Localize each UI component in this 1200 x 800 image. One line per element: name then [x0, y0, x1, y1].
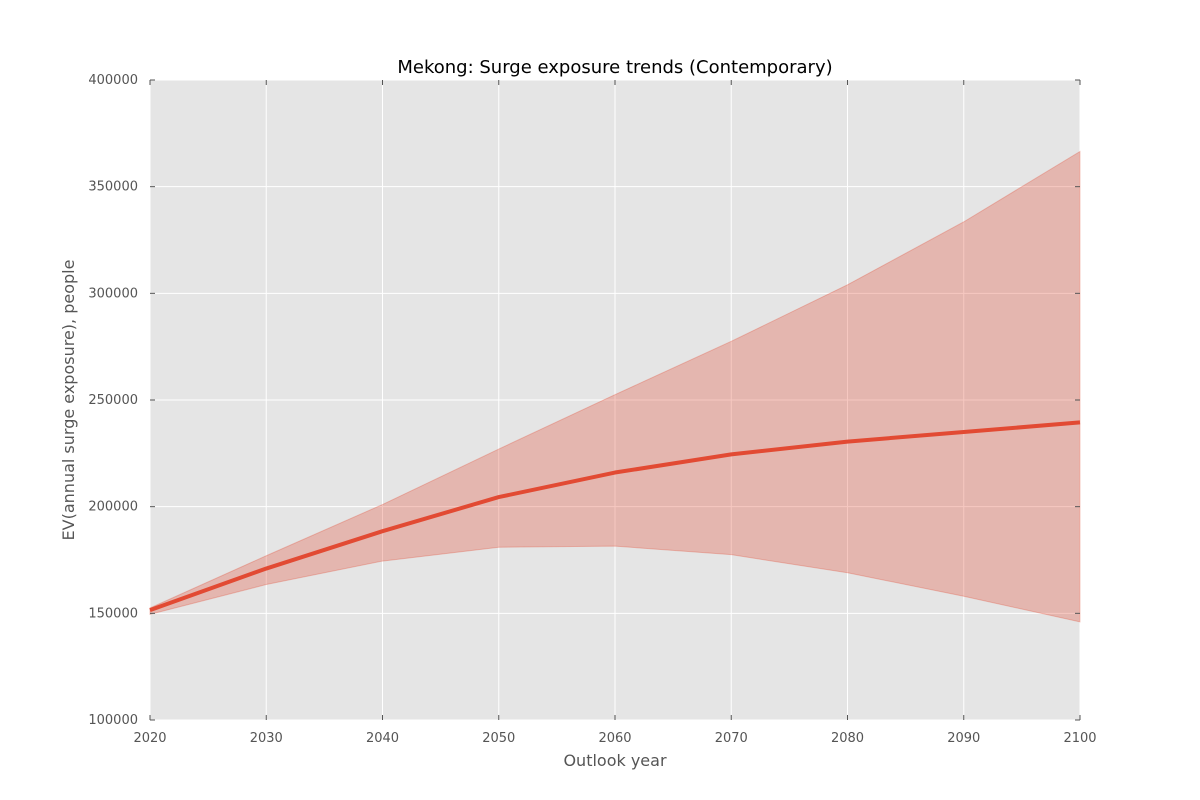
y-tick-label: 100000 — [88, 713, 138, 728]
y-tick-label: 150000 — [88, 606, 138, 621]
y-tick-label: 200000 — [88, 500, 138, 515]
uncertainty-band-layer — [149, 150, 1081, 623]
x-axis-label: Outlook year — [563, 751, 667, 770]
x-tick-label: 2060 — [598, 731, 631, 746]
x-tick-label: 2020 — [133, 731, 166, 746]
y-tick-label: 400000 — [88, 73, 138, 88]
y-axis-label: EV(annual surge exposure), people — [59, 260, 78, 541]
y-tick-label: 300000 — [88, 286, 138, 301]
chart-title: Mekong: Surge exposure trends (Contempor… — [397, 57, 832, 78]
x-tick-label: 2030 — [250, 731, 283, 746]
series-line — [149, 420, 1081, 613]
uncertainty-band — [149, 150, 1081, 623]
x-tick-label: 2080 — [831, 731, 864, 746]
grid — [149, 79, 1081, 721]
x-tick-label: 2070 — [715, 731, 748, 746]
x-tick-label: 2090 — [947, 731, 980, 746]
series-layer — [149, 420, 1081, 613]
ticks — [149, 79, 1081, 721]
x-tick-label: 2100 — [1063, 731, 1096, 746]
y-tick-label: 350000 — [88, 180, 138, 195]
x-tick-label: 2040 — [366, 731, 399, 746]
tick-labels: 2020 2030 2040 2050 2060 2070 2080 2090 2100 1000… — [88, 73, 1096, 746]
y-tick-label: 250000 — [88, 393, 138, 408]
x-tick-label: 2050 — [482, 731, 515, 746]
